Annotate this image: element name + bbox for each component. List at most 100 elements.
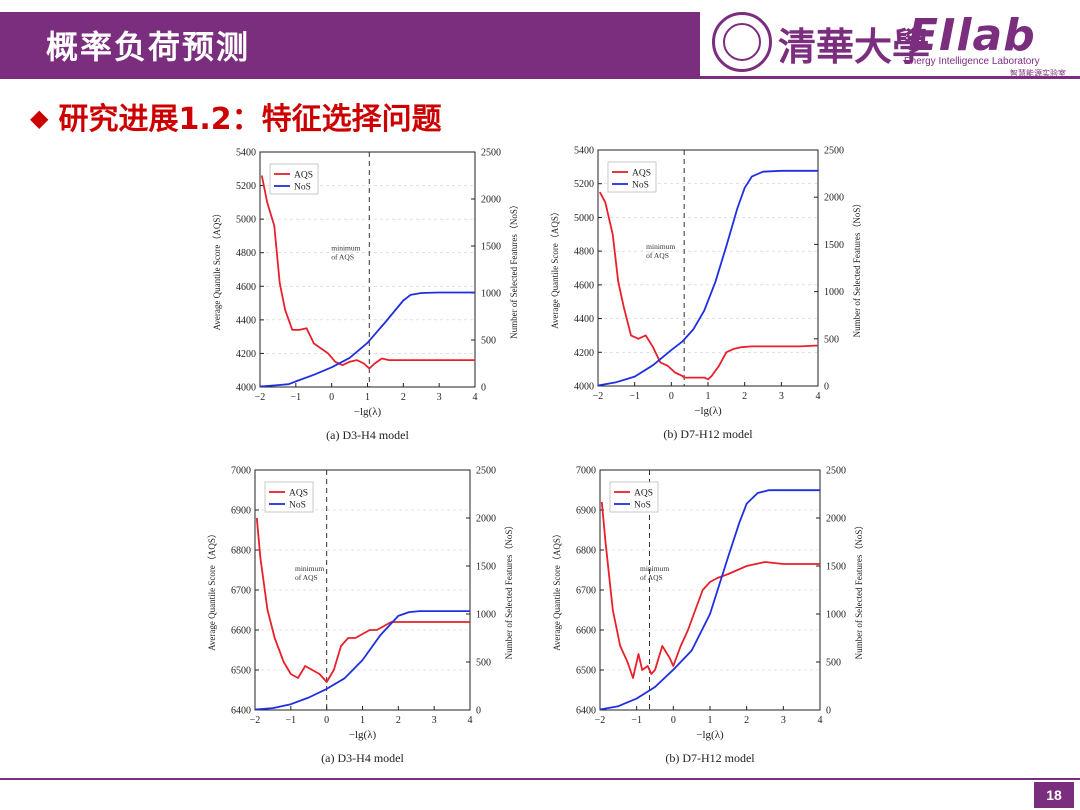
- x-tick-label: 4: [468, 715, 473, 726]
- x-tick-label: 0: [671, 715, 676, 726]
- y2-tick-label: 1500: [481, 242, 501, 253]
- y-axis-label: Average Quantile Score（AQS）: [552, 529, 562, 651]
- annotation-line: of AQS: [640, 573, 663, 582]
- legend-box: [609, 481, 659, 513]
- series-line-aqs: [600, 501, 820, 679]
- y-tick-label: 7000: [576, 466, 596, 477]
- y-tick-label: 4200: [574, 348, 594, 359]
- y-tick-label: 6600: [231, 626, 251, 637]
- annotation-line: minimum: [295, 564, 324, 573]
- x-tick-label: 1: [360, 715, 365, 726]
- header-divider: [0, 76, 1080, 79]
- annotation-line: of AQS: [646, 251, 669, 260]
- series-line-aqs: [260, 175, 475, 370]
- y-tick-label: 5200: [236, 181, 256, 192]
- x-tick-label: −1: [286, 715, 297, 726]
- y2-tick-label: 1500: [826, 562, 846, 573]
- x-tick-label: 0: [329, 392, 334, 403]
- annotation-line: of AQS: [295, 573, 318, 582]
- x-tick-label: 0: [324, 715, 329, 726]
- y-tick-label: 4200: [236, 349, 256, 360]
- y-axis-label: Average Quantile Score（AQS）: [207, 529, 217, 651]
- x-tick-label: −1: [631, 715, 642, 726]
- y2-tick-label: 500: [824, 334, 839, 345]
- y-tick-label: 4800: [574, 247, 594, 258]
- header-bar: 概率负荷预测: [0, 12, 700, 76]
- annotation-line: minimum: [640, 564, 669, 573]
- y2-tick-label: 1000: [481, 289, 501, 300]
- x-tick-label: −2: [595, 715, 606, 726]
- university-logo: 清華大學: [778, 24, 931, 69]
- legend-label-nos: NoS: [294, 183, 311, 193]
- x-tick-label: 1: [706, 391, 711, 402]
- legend-label-nos: NoS: [289, 501, 306, 511]
- y2-tick-label: 0: [481, 383, 486, 394]
- diamond-bullet-icon: ◆: [30, 104, 49, 132]
- y2-axis-label: Number of Selected Features（NoS）: [509, 200, 519, 339]
- x-tick-label: 2: [742, 391, 747, 402]
- x-axis-label: −lg(λ): [694, 405, 722, 417]
- x-axis-label: −lg(λ): [349, 729, 377, 741]
- legend-box: [269, 163, 319, 195]
- annotation-minimum-of-aqs: minimum of AQS: [295, 564, 324, 582]
- annotation-minimum-of-aqs: minimum of AQS: [646, 242, 675, 260]
- series-line-nos: [254, 610, 470, 711]
- y2-tick-label: 0: [476, 706, 481, 717]
- x-tick-label: 3: [779, 391, 784, 402]
- y-tick-label: 4600: [236, 282, 256, 293]
- chart-caption: (b) D7-H12 model: [663, 427, 753, 441]
- y-tick-label: 7000: [231, 466, 251, 477]
- y2-tick-label: 1000: [826, 610, 846, 621]
- legend-label-nos: NoS: [634, 501, 651, 511]
- y2-axis-label: Number of Selected Features（NoS）: [504, 521, 514, 660]
- annotation-line: minimum: [331, 244, 360, 253]
- y-tick-label: 5400: [236, 148, 256, 159]
- y2-tick-label: 2500: [481, 148, 501, 159]
- x-tick-label: 3: [432, 715, 437, 726]
- y-axis-label: Average Quantile Score（AQS）: [550, 207, 560, 329]
- y-tick-label: 4800: [236, 248, 256, 259]
- section-heading: ◆ 研究进展1.2：特征选择问题: [30, 94, 442, 138]
- x-tick-label: 2: [401, 392, 406, 403]
- y-axis-label: Average Quantile Score（AQS）: [212, 209, 222, 331]
- x-tick-label: 1: [708, 715, 713, 726]
- lab-english-name: Energy Intelligence Laboratory: [904, 56, 1040, 67]
- chart-caption: (a) D3-H4 model: [326, 428, 409, 442]
- legend-box: [607, 161, 657, 193]
- legend-label-aqs: AQS: [634, 489, 653, 499]
- x-tick-label: 2: [396, 715, 401, 726]
- y-tick-label: 6900: [576, 506, 596, 517]
- x-tick-label: 1: [365, 392, 370, 403]
- y-tick-label: 6600: [576, 626, 596, 637]
- y-tick-label: 5000: [574, 213, 594, 224]
- y-tick-label: 5200: [574, 179, 594, 190]
- x-tick-label: 4: [473, 392, 478, 403]
- chart-aqs-nos-d3h4-top: 4000 4200 4400 4600 4800 5000 5200 5400 0 500 1000…: [212, 148, 519, 443]
- footer-divider: [0, 778, 1080, 780]
- y-tick-label: 6700: [231, 586, 251, 597]
- x-axis-label: −lg(λ): [696, 729, 724, 741]
- y2-tick-label: 500: [481, 336, 496, 347]
- chart-aqs-nos-d7h12-bottom: 6400 6500 6600 6700 6800 6900 7000 0 500 1000 1500…: [552, 466, 864, 766]
- y-tick-label: 5000: [236, 215, 256, 226]
- y-tick-label: 6800: [231, 546, 251, 557]
- y2-tick-label: 2000: [481, 195, 501, 206]
- x-tick-label: 4: [818, 715, 823, 726]
- y2-tick-label: 0: [826, 706, 831, 717]
- page-number: 18: [1034, 782, 1074, 808]
- x-tick-label: 3: [781, 715, 786, 726]
- y2-tick-label: 2000: [826, 514, 846, 525]
- chart-caption: (b) D7-H12 model: [665, 751, 755, 765]
- y2-tick-label: 1000: [824, 287, 844, 298]
- annotation-minimum-of-aqs: minimum of AQS: [331, 244, 360, 262]
- legend-box: [264, 481, 314, 513]
- y-tick-label: 6400: [576, 706, 596, 717]
- y-tick-label: 6500: [576, 666, 596, 677]
- y2-tick-label: 500: [476, 658, 491, 669]
- legend-label-aqs: AQS: [294, 171, 313, 181]
- x-tick-label: 0: [669, 391, 674, 402]
- y-tick-label: 5400: [574, 146, 594, 157]
- x-tick-label: −2: [255, 392, 266, 403]
- y-tick-label: 6400: [231, 706, 251, 717]
- series-line-nos: [259, 291, 475, 388]
